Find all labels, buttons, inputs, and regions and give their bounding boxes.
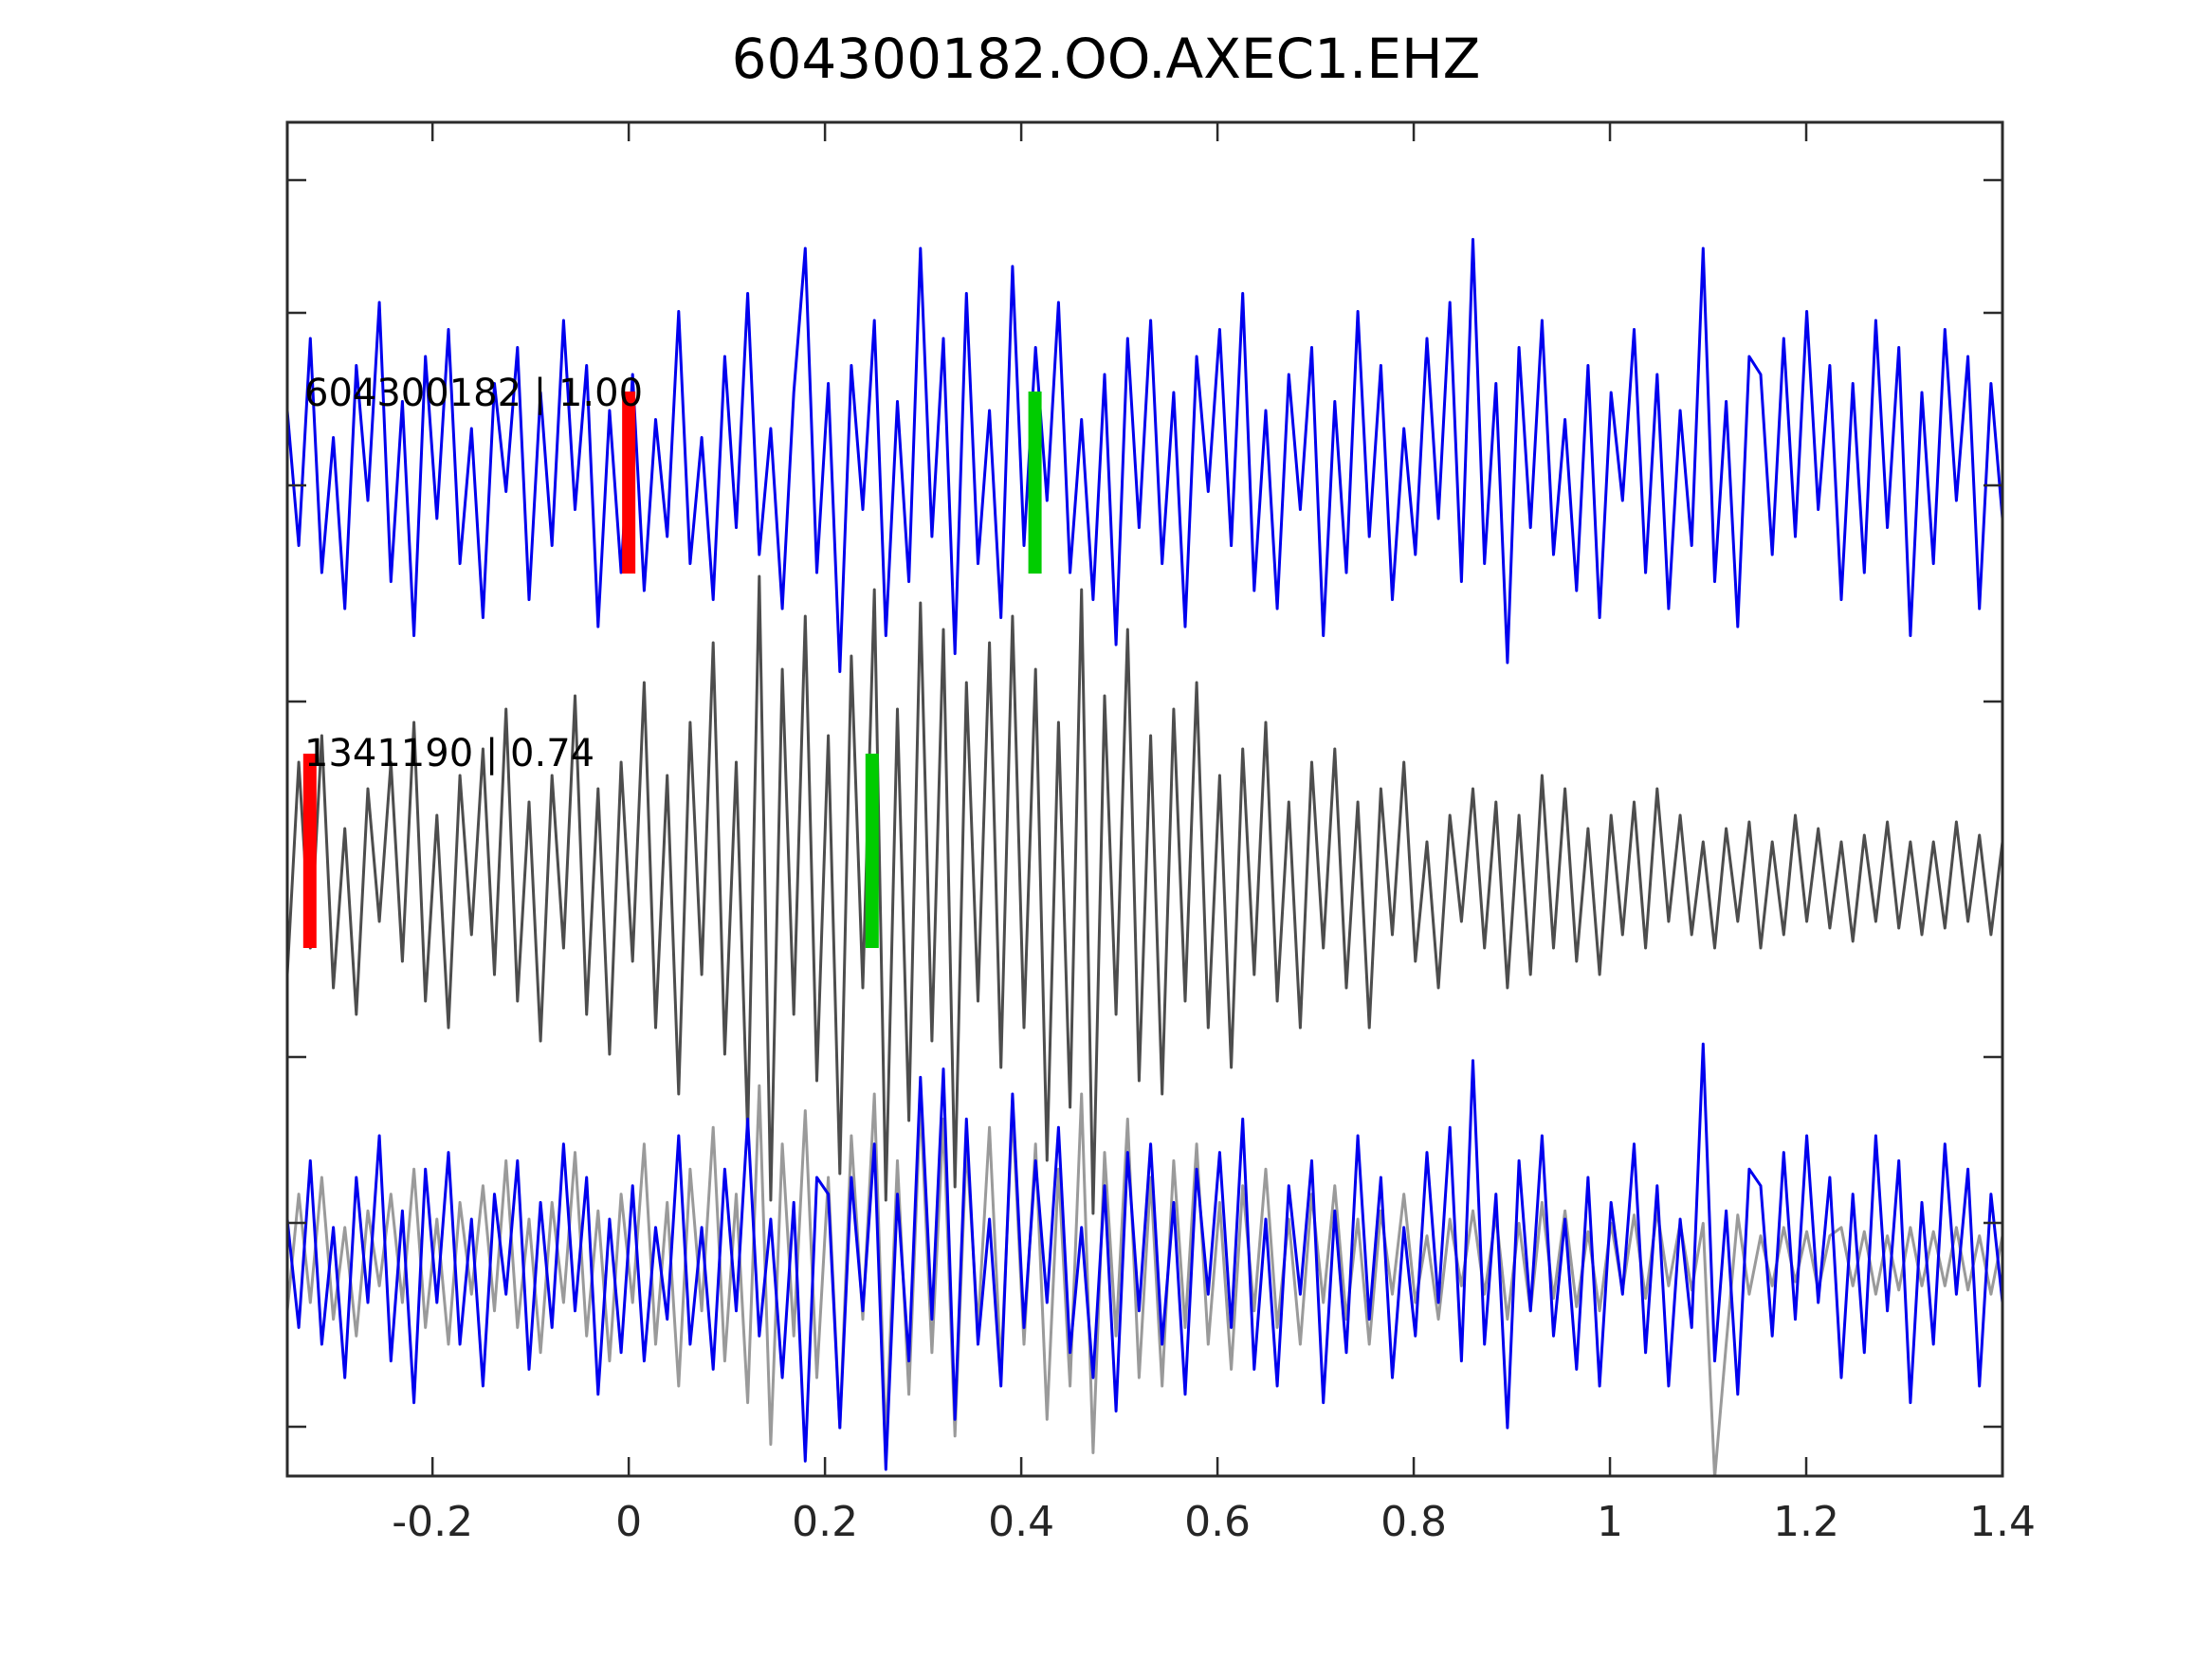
x-tick-label: 0.4 [988, 1498, 1054, 1546]
x-tick-label: 0.6 [1184, 1498, 1251, 1546]
template-trace-label: 604300182 | 1.00 [304, 372, 644, 415]
template-waveform [287, 238, 2002, 673]
overlay-waveform-blue [287, 1042, 2002, 1471]
x-tick-label: 0 [615, 1498, 642, 1546]
x-tick-label: 0.2 [792, 1498, 858, 1546]
chart-title: 604300182.OO.AXEC1.EHZ [731, 27, 1481, 91]
plot-frame [285, 120, 2004, 1478]
x-tick-label: 0.8 [1380, 1498, 1447, 1546]
x-tick-label: 1 [1597, 1498, 1623, 1546]
x-tick-label: -0.2 [392, 1498, 473, 1546]
x-tick-label: 1.4 [1969, 1498, 2036, 1546]
overlay-waveform-light_gray [287, 1084, 2002, 1476]
detection-waveform [287, 574, 2002, 1215]
x-tick-label: 1.2 [1773, 1498, 1839, 1546]
detection-trace-label: 1341190 | 0.74 [304, 732, 595, 775]
